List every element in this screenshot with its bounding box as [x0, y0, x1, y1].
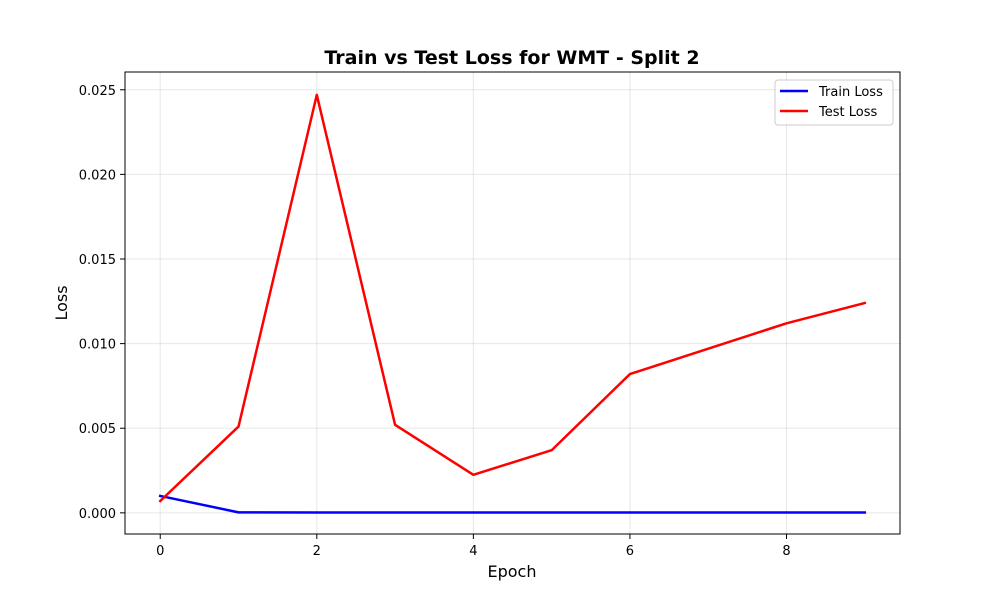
legend: Train Loss Test Loss — [774, 79, 894, 126]
y-axis-label: Loss — [52, 285, 71, 320]
x-tick-label: 0 — [156, 544, 164, 559]
chart-title: Train vs Test Loss for WMT - Split 2 — [324, 47, 699, 69]
y-tick-label: 0.010 — [79, 338, 116, 353]
x-tick-label: 2 — [313, 544, 321, 559]
series-line-train-loss — [158, 494, 867, 514]
y-tick-label: 0.025 — [79, 84, 116, 99]
grid — [125, 72, 900, 534]
x-tick-label: 6 — [626, 544, 634, 559]
y-tick-label: 0.015 — [79, 253, 116, 268]
y-tick-label: 0.020 — [79, 168, 116, 183]
series-line-test-loss — [158, 93, 867, 503]
legend-label-train-loss: Train Loss — [818, 85, 883, 100]
series-lines — [158, 93, 867, 514]
x-tick-label: 4 — [469, 544, 477, 559]
y-tick-label: 0.000 — [79, 507, 116, 522]
x-axis-label: Epoch — [488, 562, 537, 581]
x-tick-label: 8 — [782, 544, 790, 559]
y-tick-label: 0.005 — [79, 422, 116, 437]
axis-ticks: 0 2 4 6 8 0.000 0.005 0.010 0.015 0.020 0.025 — [79, 84, 791, 559]
plot-frame — [124, 71, 901, 535]
legend-label-test-loss: Test Loss — [818, 105, 877, 120]
